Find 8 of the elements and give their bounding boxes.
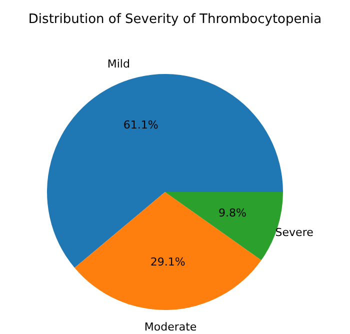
slice-label: Moderate: [144, 320, 197, 334]
data-label: 61.1%: [123, 118, 158, 132]
slice-label: Mild: [107, 57, 130, 70]
data-label: 9.8%: [218, 206, 246, 220]
slice-label: Severe: [275, 226, 314, 240]
chart-title: Distribution of Severity of Thrombocytopenia: [28, 12, 322, 27]
pie-slice: [74, 192, 262, 310]
data-label: 29.1%: [150, 256, 186, 269]
